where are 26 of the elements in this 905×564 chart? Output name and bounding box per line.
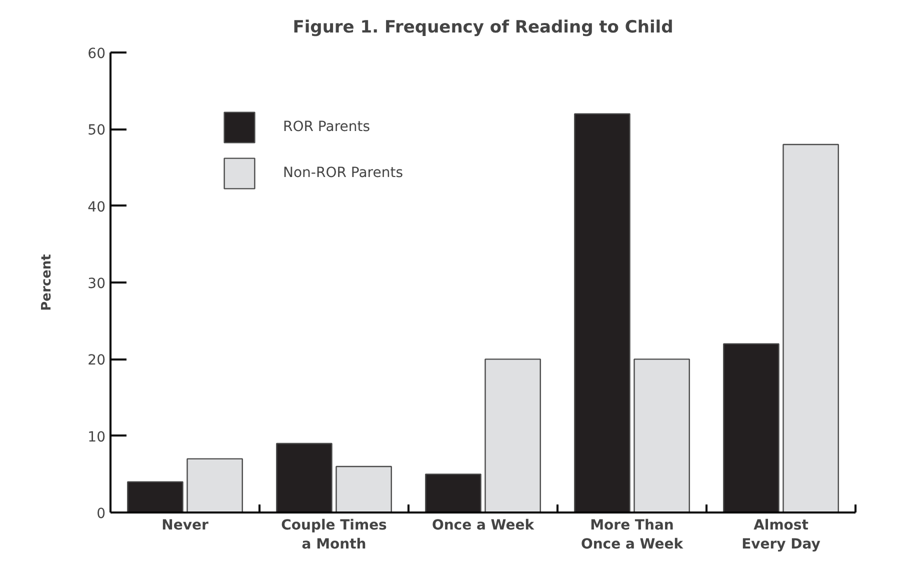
bar: [276, 442, 332, 512]
bar: [782, 144, 839, 512]
y-tick-label: 20: [88, 352, 106, 369]
x-tick-label: More Than Once a Week: [580, 518, 684, 553]
y-tick-label: 0: [96, 506, 106, 522]
bar: [186, 458, 243, 512]
y-tick-label: 60: [88, 46, 106, 62]
legend-label: ROR Parents: [283, 118, 370, 137]
y-tick-label: 10: [88, 429, 106, 446]
bar: [574, 113, 630, 512]
y-tick-label: 30: [88, 276, 106, 292]
bar: [425, 474, 482, 512]
bar: [634, 358, 690, 512]
x-tick-label: Couple Times a Month: [281, 518, 387, 553]
y-tick-label: 50: [88, 122, 106, 139]
bar: [336, 466, 392, 512]
bar: [127, 481, 184, 512]
bar: [484, 358, 541, 512]
x-tick-label: Never: [162, 518, 208, 534]
bar: [723, 343, 780, 512]
chart-title: Figure 1. Frequency of Reading to Child: [292, 18, 674, 38]
x-tick-label: Almost Every Day: [742, 518, 820, 553]
legend-label: Non-ROR Parents: [283, 164, 403, 183]
y-tick-label: 40: [88, 199, 106, 216]
x-tick-label: Once a Week: [432, 518, 535, 534]
y-axis-title: Percent: [40, 254, 55, 311]
